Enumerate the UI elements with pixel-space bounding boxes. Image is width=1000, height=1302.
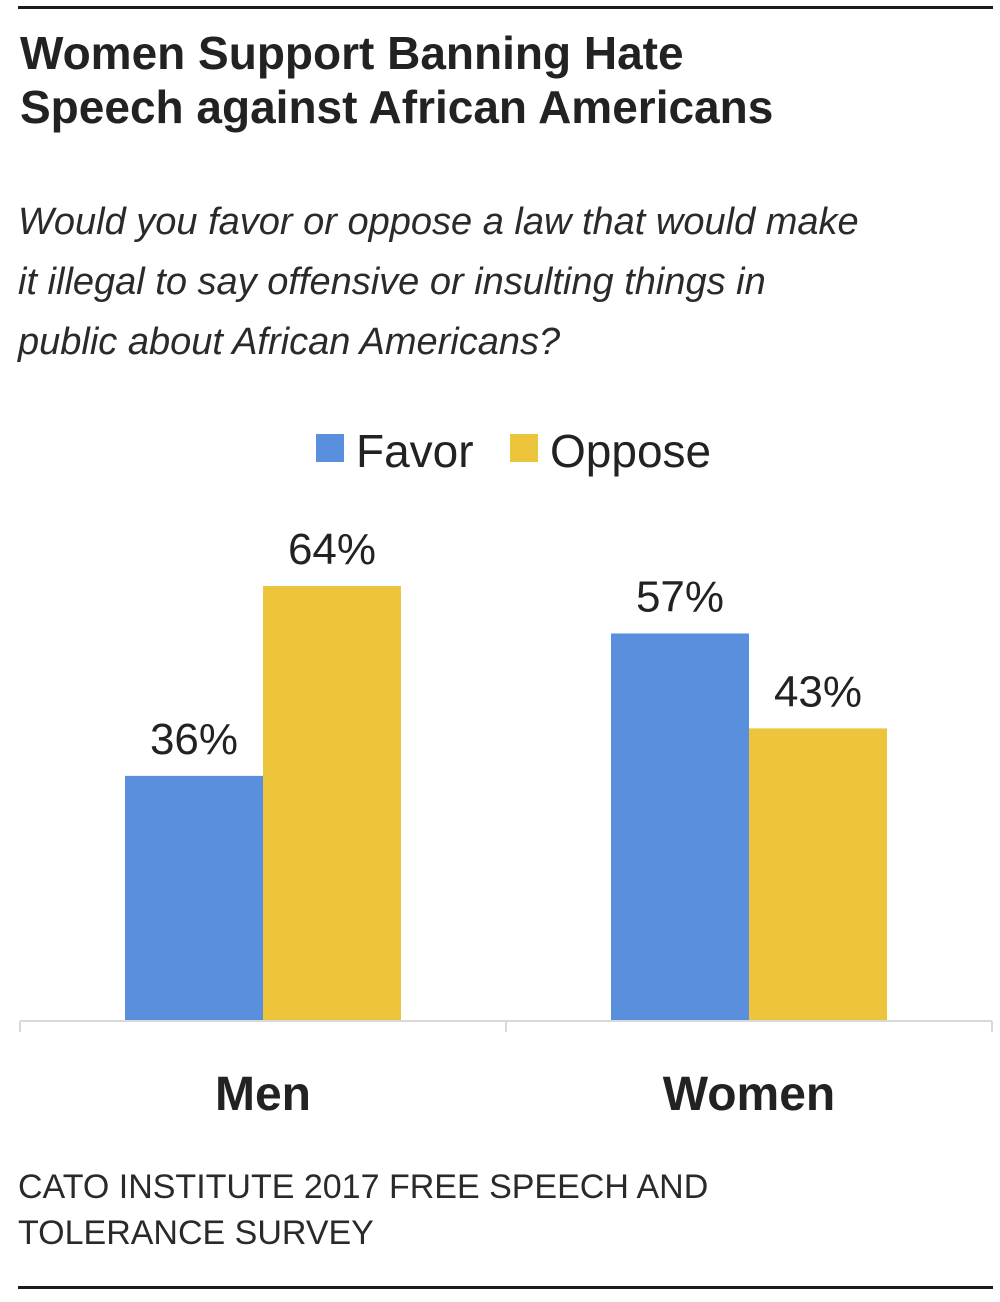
data-label-favor-women: 57% bbox=[636, 572, 724, 621]
legend-swatch-favor bbox=[316, 434, 344, 462]
bar-oppose-men bbox=[263, 586, 401, 1020]
chart-title: Women Support Banning Hate Speech agains… bbox=[20, 26, 980, 134]
title-line-1: Women Support Banning Hate bbox=[20, 27, 684, 79]
data-label-oppose-women: 43% bbox=[774, 667, 862, 716]
bar-chart: 36% 57% 64% 43% Men Women Favor Oppose bbox=[19, 425, 993, 1121]
data-label-oppose-men: 64% bbox=[288, 525, 376, 574]
bar-favor-men bbox=[125, 775, 263, 1020]
data-label-favor-men: 36% bbox=[150, 715, 238, 764]
source-line-2: TOLERANCE SURVEY bbox=[18, 1214, 374, 1252]
legend-label-oppose: Oppose bbox=[550, 425, 711, 477]
bar-oppose-women bbox=[749, 728, 887, 1020]
bottom-rule bbox=[18, 1286, 993, 1289]
bar-favor-women bbox=[611, 633, 749, 1020]
chart-subtitle: Would you favor or oppose a law that wou… bbox=[18, 192, 988, 372]
title-line-2: Speech against African Americans bbox=[20, 81, 774, 133]
category-label-women: Women bbox=[663, 1068, 835, 1121]
legend-label-favor: Favor bbox=[356, 425, 474, 477]
top-rule bbox=[18, 6, 993, 9]
subtitle-line-1: Would you favor or oppose a law that wou… bbox=[18, 201, 859, 243]
subtitle-line-2: it illegal to say offensive or insulting… bbox=[18, 261, 766, 303]
legend-swatch-oppose bbox=[510, 434, 538, 462]
category-label-men: Men bbox=[215, 1068, 311, 1121]
source-line-1: CATO INSTITUTE 2017 FREE SPEECH AND bbox=[18, 1168, 709, 1206]
subtitle-line-3: public about African Americans? bbox=[18, 321, 561, 363]
source-note: CATO INSTITUTE 2017 FREE SPEECH AND TOLE… bbox=[18, 1164, 818, 1256]
